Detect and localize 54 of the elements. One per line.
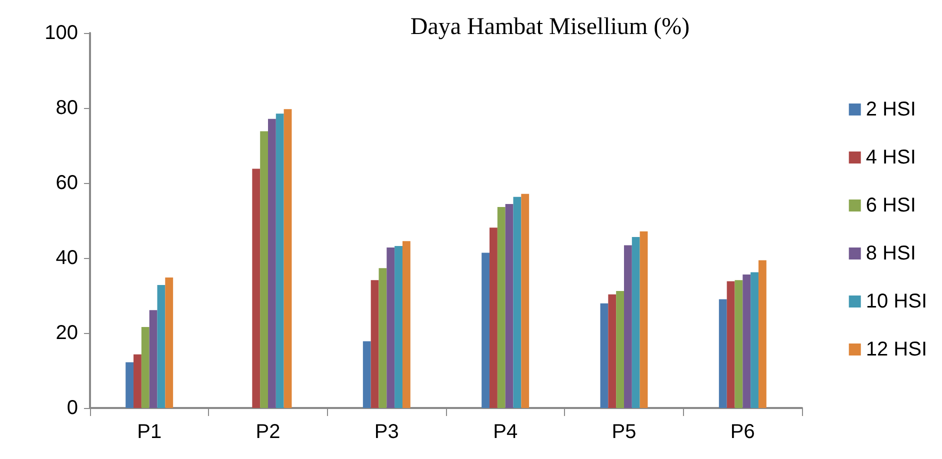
bar bbox=[718, 299, 727, 408]
bar bbox=[386, 248, 395, 408]
legend-label: 12 HSI bbox=[866, 338, 928, 360]
chart-title: Daya Hambat Misellium (%) bbox=[410, 14, 690, 40]
x-tick-label: P1 bbox=[137, 421, 162, 443]
bar bbox=[149, 310, 158, 408]
bar bbox=[726, 281, 735, 408]
bar bbox=[608, 294, 616, 408]
legend-label: 8 HSI bbox=[866, 242, 916, 264]
bar bbox=[276, 114, 284, 408]
bar bbox=[600, 303, 608, 408]
bar bbox=[640, 231, 648, 408]
legend-label: 2 HSI bbox=[866, 98, 916, 120]
bar bbox=[624, 245, 632, 408]
bar bbox=[513, 196, 522, 408]
bar bbox=[482, 252, 490, 408]
y-tick-label: 80 bbox=[56, 97, 78, 119]
x-tick-label: P6 bbox=[730, 421, 755, 443]
bar bbox=[402, 241, 410, 408]
x-tick-label: P5 bbox=[612, 421, 636, 443]
bar bbox=[165, 278, 174, 408]
y-tick-label: 20 bbox=[56, 322, 78, 344]
bar bbox=[252, 168, 260, 408]
y-tick-label: 0 bbox=[66, 397, 78, 419]
bar bbox=[742, 274, 751, 408]
bar bbox=[260, 131, 268, 408]
bar bbox=[378, 268, 387, 408]
legend-label: 4 HSI bbox=[866, 146, 916, 168]
x-tick-label: P4 bbox=[493, 421, 518, 443]
bar bbox=[505, 204, 514, 408]
bar bbox=[134, 354, 142, 408]
bar bbox=[394, 246, 402, 408]
y-tick-label: 100 bbox=[44, 22, 78, 44]
legend-label: 6 HSI bbox=[866, 194, 916, 216]
bar bbox=[490, 228, 498, 408]
y-tick-label: 40 bbox=[56, 247, 78, 269]
bar bbox=[632, 237, 640, 408]
x-tick-label: P2 bbox=[256, 421, 280, 443]
bar bbox=[750, 272, 758, 408]
bar bbox=[758, 260, 766, 408]
legend-label: 10 HSI bbox=[866, 290, 928, 312]
y-tick-label: 60 bbox=[56, 172, 78, 194]
bar bbox=[521, 194, 530, 408]
bar bbox=[362, 341, 371, 408]
bar bbox=[370, 280, 379, 408]
bar bbox=[734, 280, 743, 408]
bar bbox=[268, 118, 276, 408]
bar bbox=[157, 285, 166, 408]
bar bbox=[497, 207, 506, 408]
bar bbox=[284, 109, 292, 408]
bar bbox=[141, 327, 150, 408]
bar bbox=[126, 362, 134, 408]
bar bbox=[616, 291, 624, 408]
x-tick-label: P3 bbox=[374, 421, 399, 443]
